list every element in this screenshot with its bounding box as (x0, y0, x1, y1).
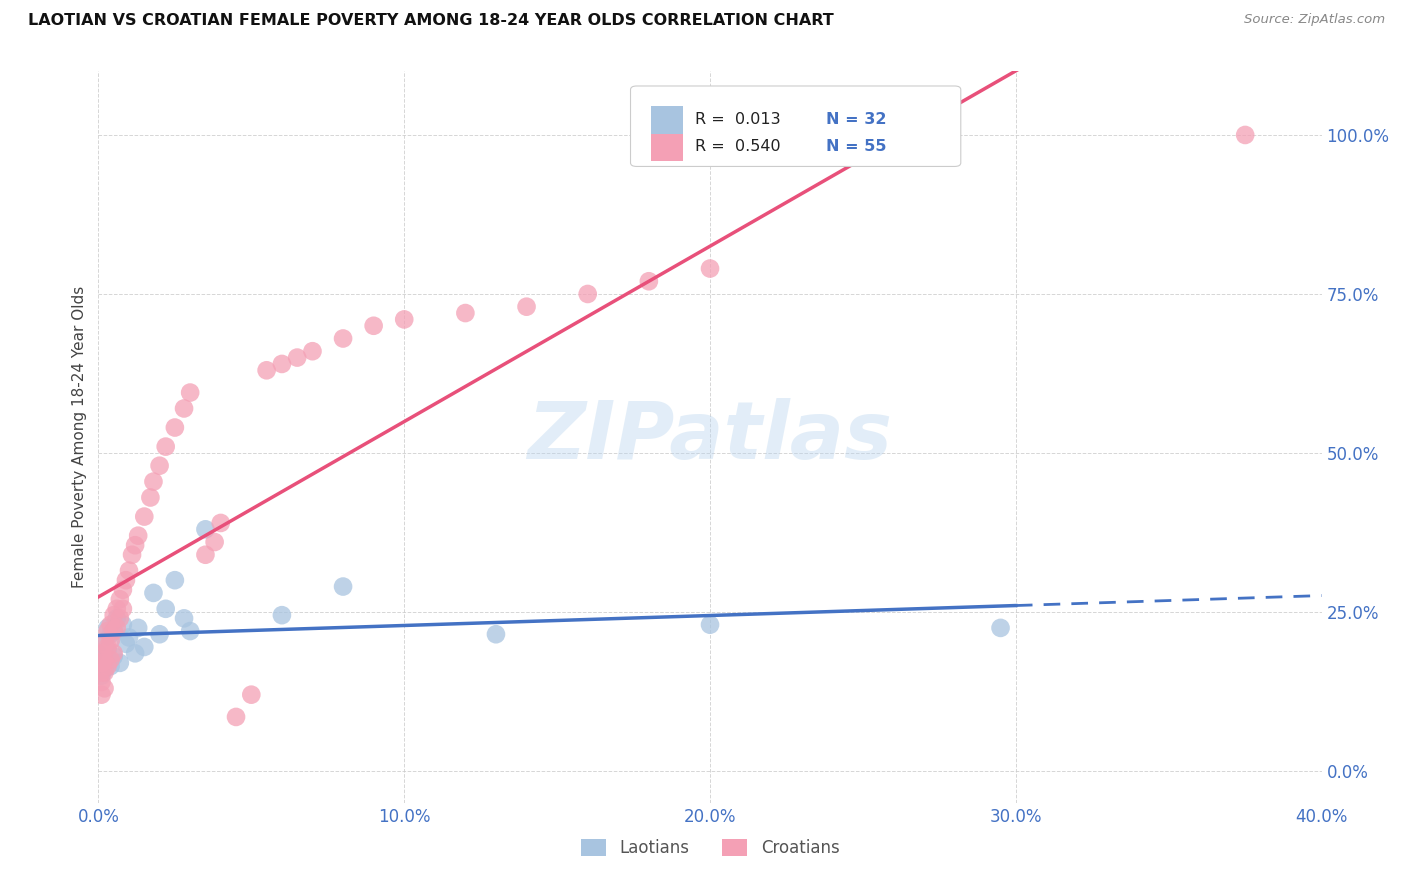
Point (90, 665, 112, 680)
Point (485, 627, 508, 641)
Point (90, 656, 112, 670)
Point (332, 580, 354, 594)
Point (103, 646, 125, 660)
Point (93, 653, 115, 667)
FancyBboxPatch shape (630, 86, 960, 167)
Point (108, 611, 131, 625)
Point (576, 287, 599, 301)
Point (93, 681, 115, 696)
Point (155, 602, 177, 616)
Point (90, 646, 112, 660)
Point (97, 621, 120, 635)
Point (179, 385, 201, 400)
Point (163, 573, 186, 587)
Point (363, 318, 385, 333)
Point (121, 548, 143, 562)
Point (111, 617, 134, 632)
Text: R =  0.013: R = 0.013 (696, 112, 780, 128)
Point (115, 637, 138, 651)
Point (990, 621, 1012, 635)
Point (139, 491, 162, 505)
Point (301, 344, 323, 359)
Point (142, 586, 165, 600)
Point (270, 357, 292, 371)
Point (124, 646, 146, 660)
Point (90, 675, 112, 690)
Text: Source: ZipAtlas.com: Source: ZipAtlas.com (1244, 13, 1385, 27)
Point (637, 274, 661, 288)
Point (100, 633, 122, 648)
Point (163, 420, 186, 434)
Point (194, 548, 217, 562)
Text: ZIPatlas: ZIPatlas (527, 398, 893, 476)
Point (134, 640, 156, 654)
Point (105, 621, 128, 635)
Y-axis label: Female Poverty Among 18-24 Year Olds: Female Poverty Among 18-24 Year Olds (72, 286, 87, 588)
Point (97, 624, 120, 638)
Point (699, 261, 721, 276)
Point (100, 659, 122, 673)
Point (103, 608, 125, 623)
Point (100, 653, 122, 667)
Point (103, 649, 125, 664)
Point (97, 659, 120, 673)
Point (108, 656, 131, 670)
Point (149, 458, 172, 473)
Point (270, 608, 292, 623)
Point (105, 611, 128, 625)
Point (194, 522, 217, 536)
Text: LAOTIAN VS CROATIAN FEMALE POVERTY AMONG 18-24 YEAR OLDS CORRELATION CHART: LAOTIAN VS CROATIAN FEMALE POVERTY AMONG… (28, 13, 834, 29)
Point (332, 331, 354, 345)
Point (699, 617, 721, 632)
Point (93, 637, 115, 651)
Legend: Laotians, Croatians: Laotians, Croatians (574, 832, 846, 864)
Point (209, 516, 232, 530)
Point (516, 300, 538, 314)
Point (454, 306, 477, 320)
Point (100, 617, 122, 632)
Point (118, 631, 141, 645)
Text: N = 32: N = 32 (827, 112, 887, 128)
Point (285, 351, 308, 365)
Point (124, 538, 146, 552)
Point (204, 535, 226, 549)
Point (225, 710, 247, 724)
Point (111, 602, 134, 616)
FancyBboxPatch shape (651, 134, 683, 161)
Point (103, 624, 125, 638)
Point (173, 611, 195, 625)
Point (97, 643, 120, 657)
Point (392, 312, 416, 326)
Point (90, 646, 112, 660)
Point (127, 529, 149, 543)
Point (111, 582, 134, 597)
Point (256, 363, 278, 377)
Point (93, 653, 115, 667)
Point (93, 665, 115, 680)
Point (118, 564, 141, 578)
Point (149, 627, 172, 641)
Point (142, 475, 165, 489)
Point (97, 640, 120, 654)
Point (93, 637, 115, 651)
Text: R =  0.540: R = 0.540 (696, 139, 780, 154)
Point (103, 624, 125, 638)
Point (105, 602, 128, 616)
Point (1234, 128, 1257, 142)
Point (179, 624, 201, 638)
Point (90, 656, 112, 670)
Point (155, 440, 177, 454)
Text: N = 55: N = 55 (827, 139, 887, 154)
Point (134, 509, 156, 524)
Point (100, 627, 122, 641)
Point (90, 688, 112, 702)
Point (115, 573, 138, 587)
FancyBboxPatch shape (651, 106, 683, 135)
Point (108, 592, 131, 607)
Point (240, 688, 263, 702)
Point (90, 668, 112, 682)
Point (127, 621, 149, 635)
Point (93, 662, 115, 676)
Point (173, 401, 195, 416)
